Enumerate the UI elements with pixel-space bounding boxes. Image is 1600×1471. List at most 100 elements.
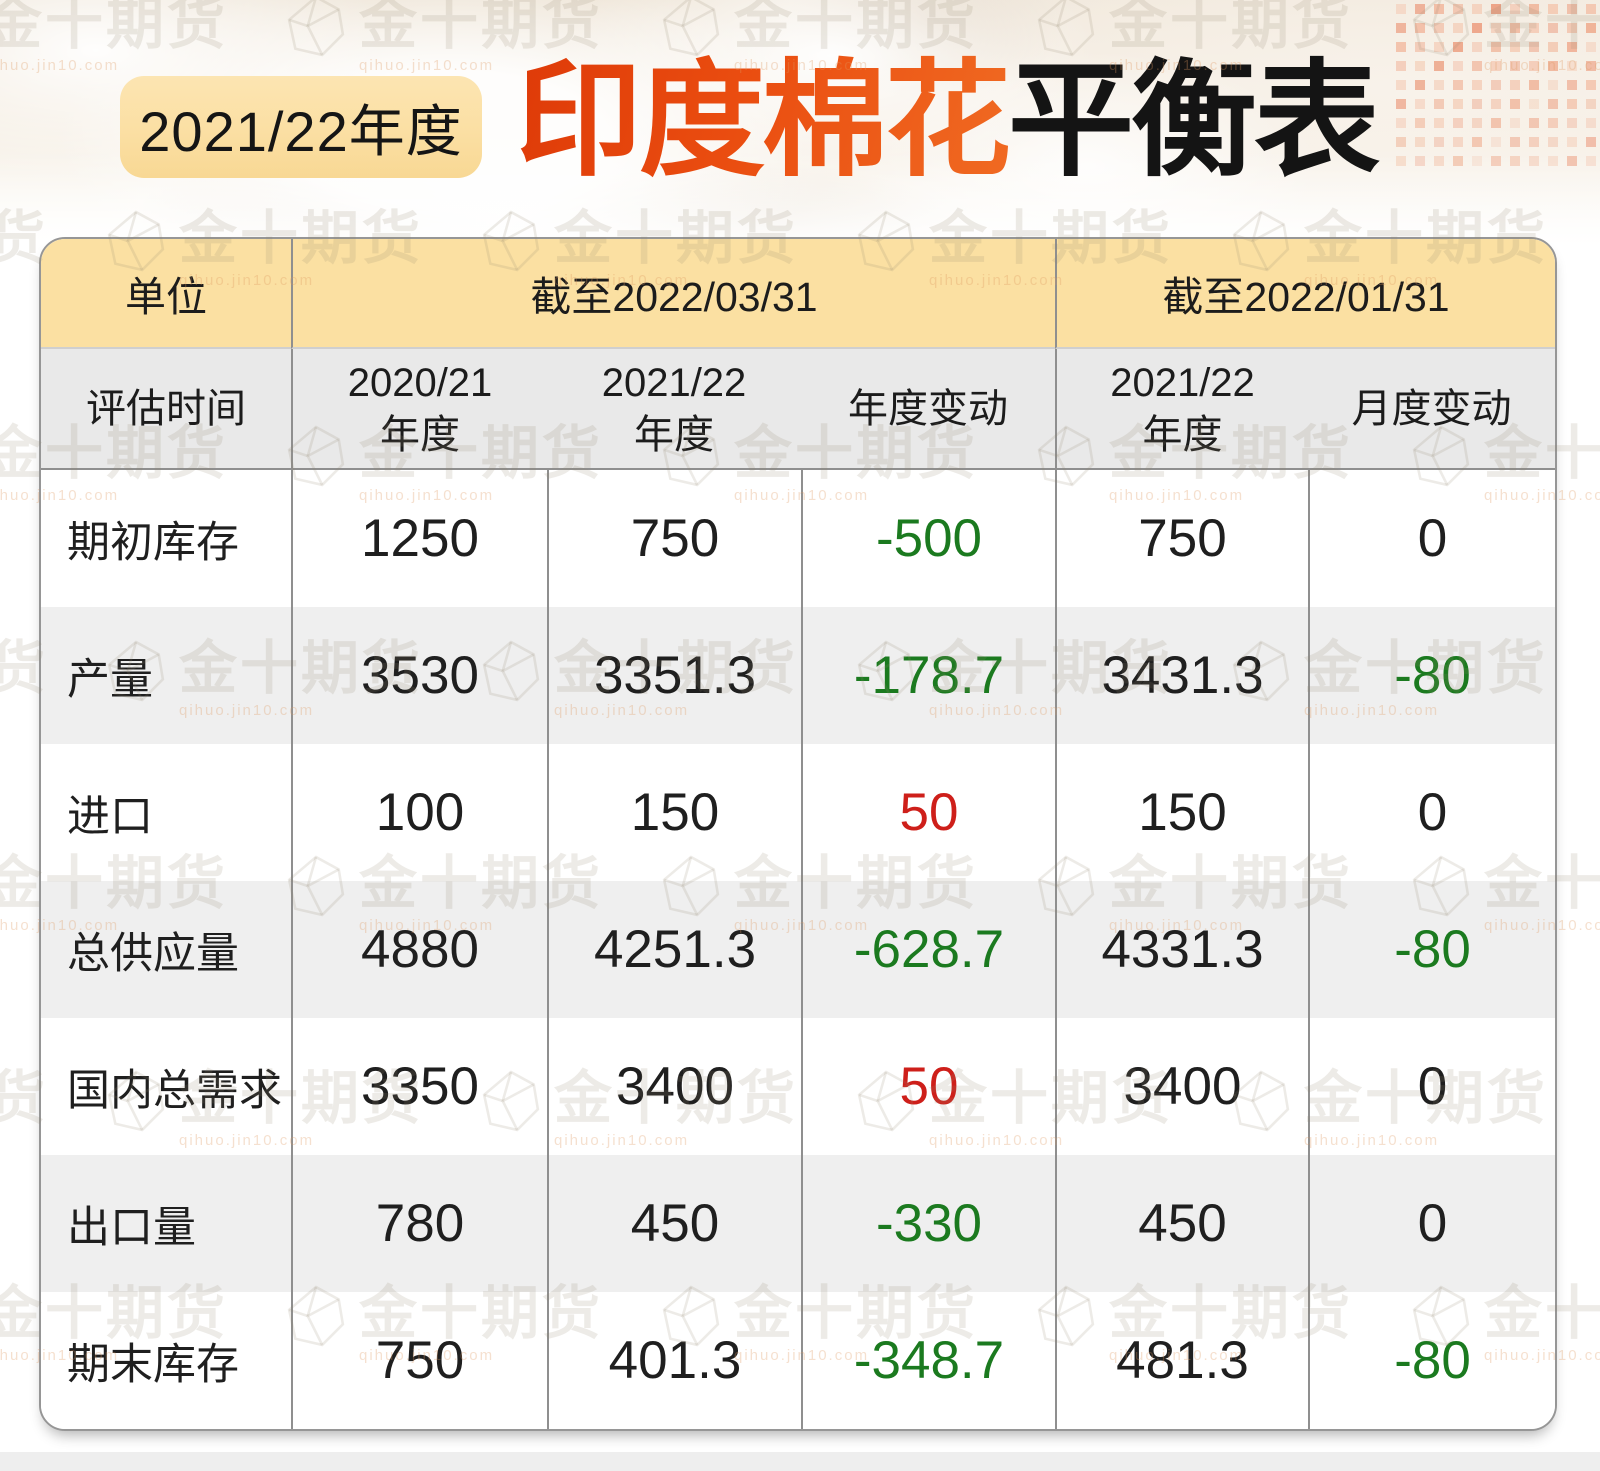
dot <box>1453 156 1463 166</box>
cell-yoy-change: 50 <box>801 744 1055 881</box>
dot <box>1491 42 1501 52</box>
dot <box>1510 118 1520 128</box>
dot <box>1548 23 1558 33</box>
dot <box>1434 42 1444 52</box>
dot <box>1491 137 1501 147</box>
cell-2021-22-jan: 3431.3 <box>1055 607 1308 744</box>
dot <box>1415 137 1425 147</box>
dot <box>1396 4 1406 14</box>
row-label: 总供应量 <box>41 881 291 1018</box>
dot <box>1396 61 1406 71</box>
dot <box>1529 137 1539 147</box>
dot <box>1472 99 1482 109</box>
dot <box>1491 61 1501 71</box>
dot <box>1567 61 1577 71</box>
row-label: 期末库存 <box>41 1292 291 1429</box>
dot <box>1472 156 1482 166</box>
dot <box>1586 156 1596 166</box>
dot <box>1453 42 1463 52</box>
unit-header: 单位 <box>41 239 291 349</box>
dot <box>1434 80 1444 90</box>
dot <box>1567 4 1577 14</box>
dot <box>1434 137 1444 147</box>
dot <box>1434 61 1444 71</box>
cell-mom-change: 0 <box>1308 1155 1555 1292</box>
cell-yoy-change: -348.7 <box>801 1292 1055 1429</box>
dot <box>1529 99 1539 109</box>
dot <box>1415 61 1425 71</box>
row-label: 产量 <box>41 607 291 744</box>
cell-2021-22: 450 <box>547 1155 801 1292</box>
dot <box>1415 156 1425 166</box>
dot <box>1453 137 1463 147</box>
dot <box>1491 80 1501 90</box>
cell-yoy-change: -628.7 <box>801 881 1055 1018</box>
cell-2020-21: 780 <box>291 1155 547 1292</box>
dot <box>1453 118 1463 128</box>
cell-2020-21: 3530 <box>291 607 547 744</box>
balance-table: 单位 截至2022/03/31 截至2022/01/31 评估时间 2020/2… <box>39 237 1557 1431</box>
dot <box>1434 156 1444 166</box>
dot <box>1453 23 1463 33</box>
row-label: 国内总需求 <box>41 1018 291 1155</box>
dot <box>1491 156 1501 166</box>
dot <box>1396 137 1406 147</box>
dot <box>1510 80 1520 90</box>
dot <box>1434 118 1444 128</box>
dot <box>1415 42 1425 52</box>
dot <box>1567 118 1577 128</box>
dot <box>1472 137 1482 147</box>
dot <box>1529 23 1539 33</box>
cell-2021-22-jan: 750 <box>1055 470 1308 607</box>
dot <box>1491 99 1501 109</box>
title-highlight: 印度棉花 <box>516 46 1011 194</box>
dot <box>1567 23 1577 33</box>
row-label: 出口量 <box>41 1155 291 1292</box>
dot <box>1472 23 1482 33</box>
dot <box>1396 156 1406 166</box>
dot <box>1548 156 1558 166</box>
dot <box>1453 61 1463 71</box>
dot <box>1453 99 1463 109</box>
row-label: 进口 <box>41 744 291 881</box>
dot <box>1586 99 1596 109</box>
dot <box>1453 4 1463 14</box>
dot <box>1472 61 1482 71</box>
cell-yoy-change: -500 <box>801 470 1055 607</box>
dot <box>1548 99 1558 109</box>
dot <box>1491 4 1501 14</box>
dot <box>1472 42 1482 52</box>
dot <box>1586 118 1596 128</box>
dot <box>1491 118 1501 128</box>
dot <box>1548 4 1558 14</box>
cell-mom-change: 0 <box>1308 744 1555 881</box>
dot <box>1434 99 1444 109</box>
title-rest: 平衡表 <box>1008 46 1380 194</box>
dot <box>1472 4 1482 14</box>
dot <box>1548 80 1558 90</box>
cell-2021-22: 750 <box>547 470 801 607</box>
dot <box>1529 118 1539 128</box>
dot <box>1434 4 1444 14</box>
dot <box>1415 99 1425 109</box>
dot <box>1586 4 1596 14</box>
group-header-march: 截至2022/03/31 <box>291 239 1055 349</box>
dot <box>1586 61 1596 71</box>
group-header-january: 截至2022/01/31 <box>1055 239 1555 349</box>
dot <box>1510 4 1520 14</box>
dot <box>1396 80 1406 90</box>
cell-2021-22: 150 <box>547 744 801 881</box>
dot <box>1396 23 1406 33</box>
subheader-2020-21: 2020/21 年度 <box>291 349 547 470</box>
cell-2021-22-jan: 481.3 <box>1055 1292 1308 1429</box>
dot <box>1434 23 1444 33</box>
dot <box>1567 137 1577 147</box>
dot <box>1415 23 1425 33</box>
dot <box>1529 4 1539 14</box>
subheader-2021-22-jan: 2021/22 年度 <box>1055 349 1308 470</box>
dot <box>1529 61 1539 71</box>
dot <box>1510 137 1520 147</box>
year-badge: 2021/22年度 <box>120 76 482 178</box>
dot <box>1586 42 1596 52</box>
bottom-strip <box>0 1452 1600 1471</box>
